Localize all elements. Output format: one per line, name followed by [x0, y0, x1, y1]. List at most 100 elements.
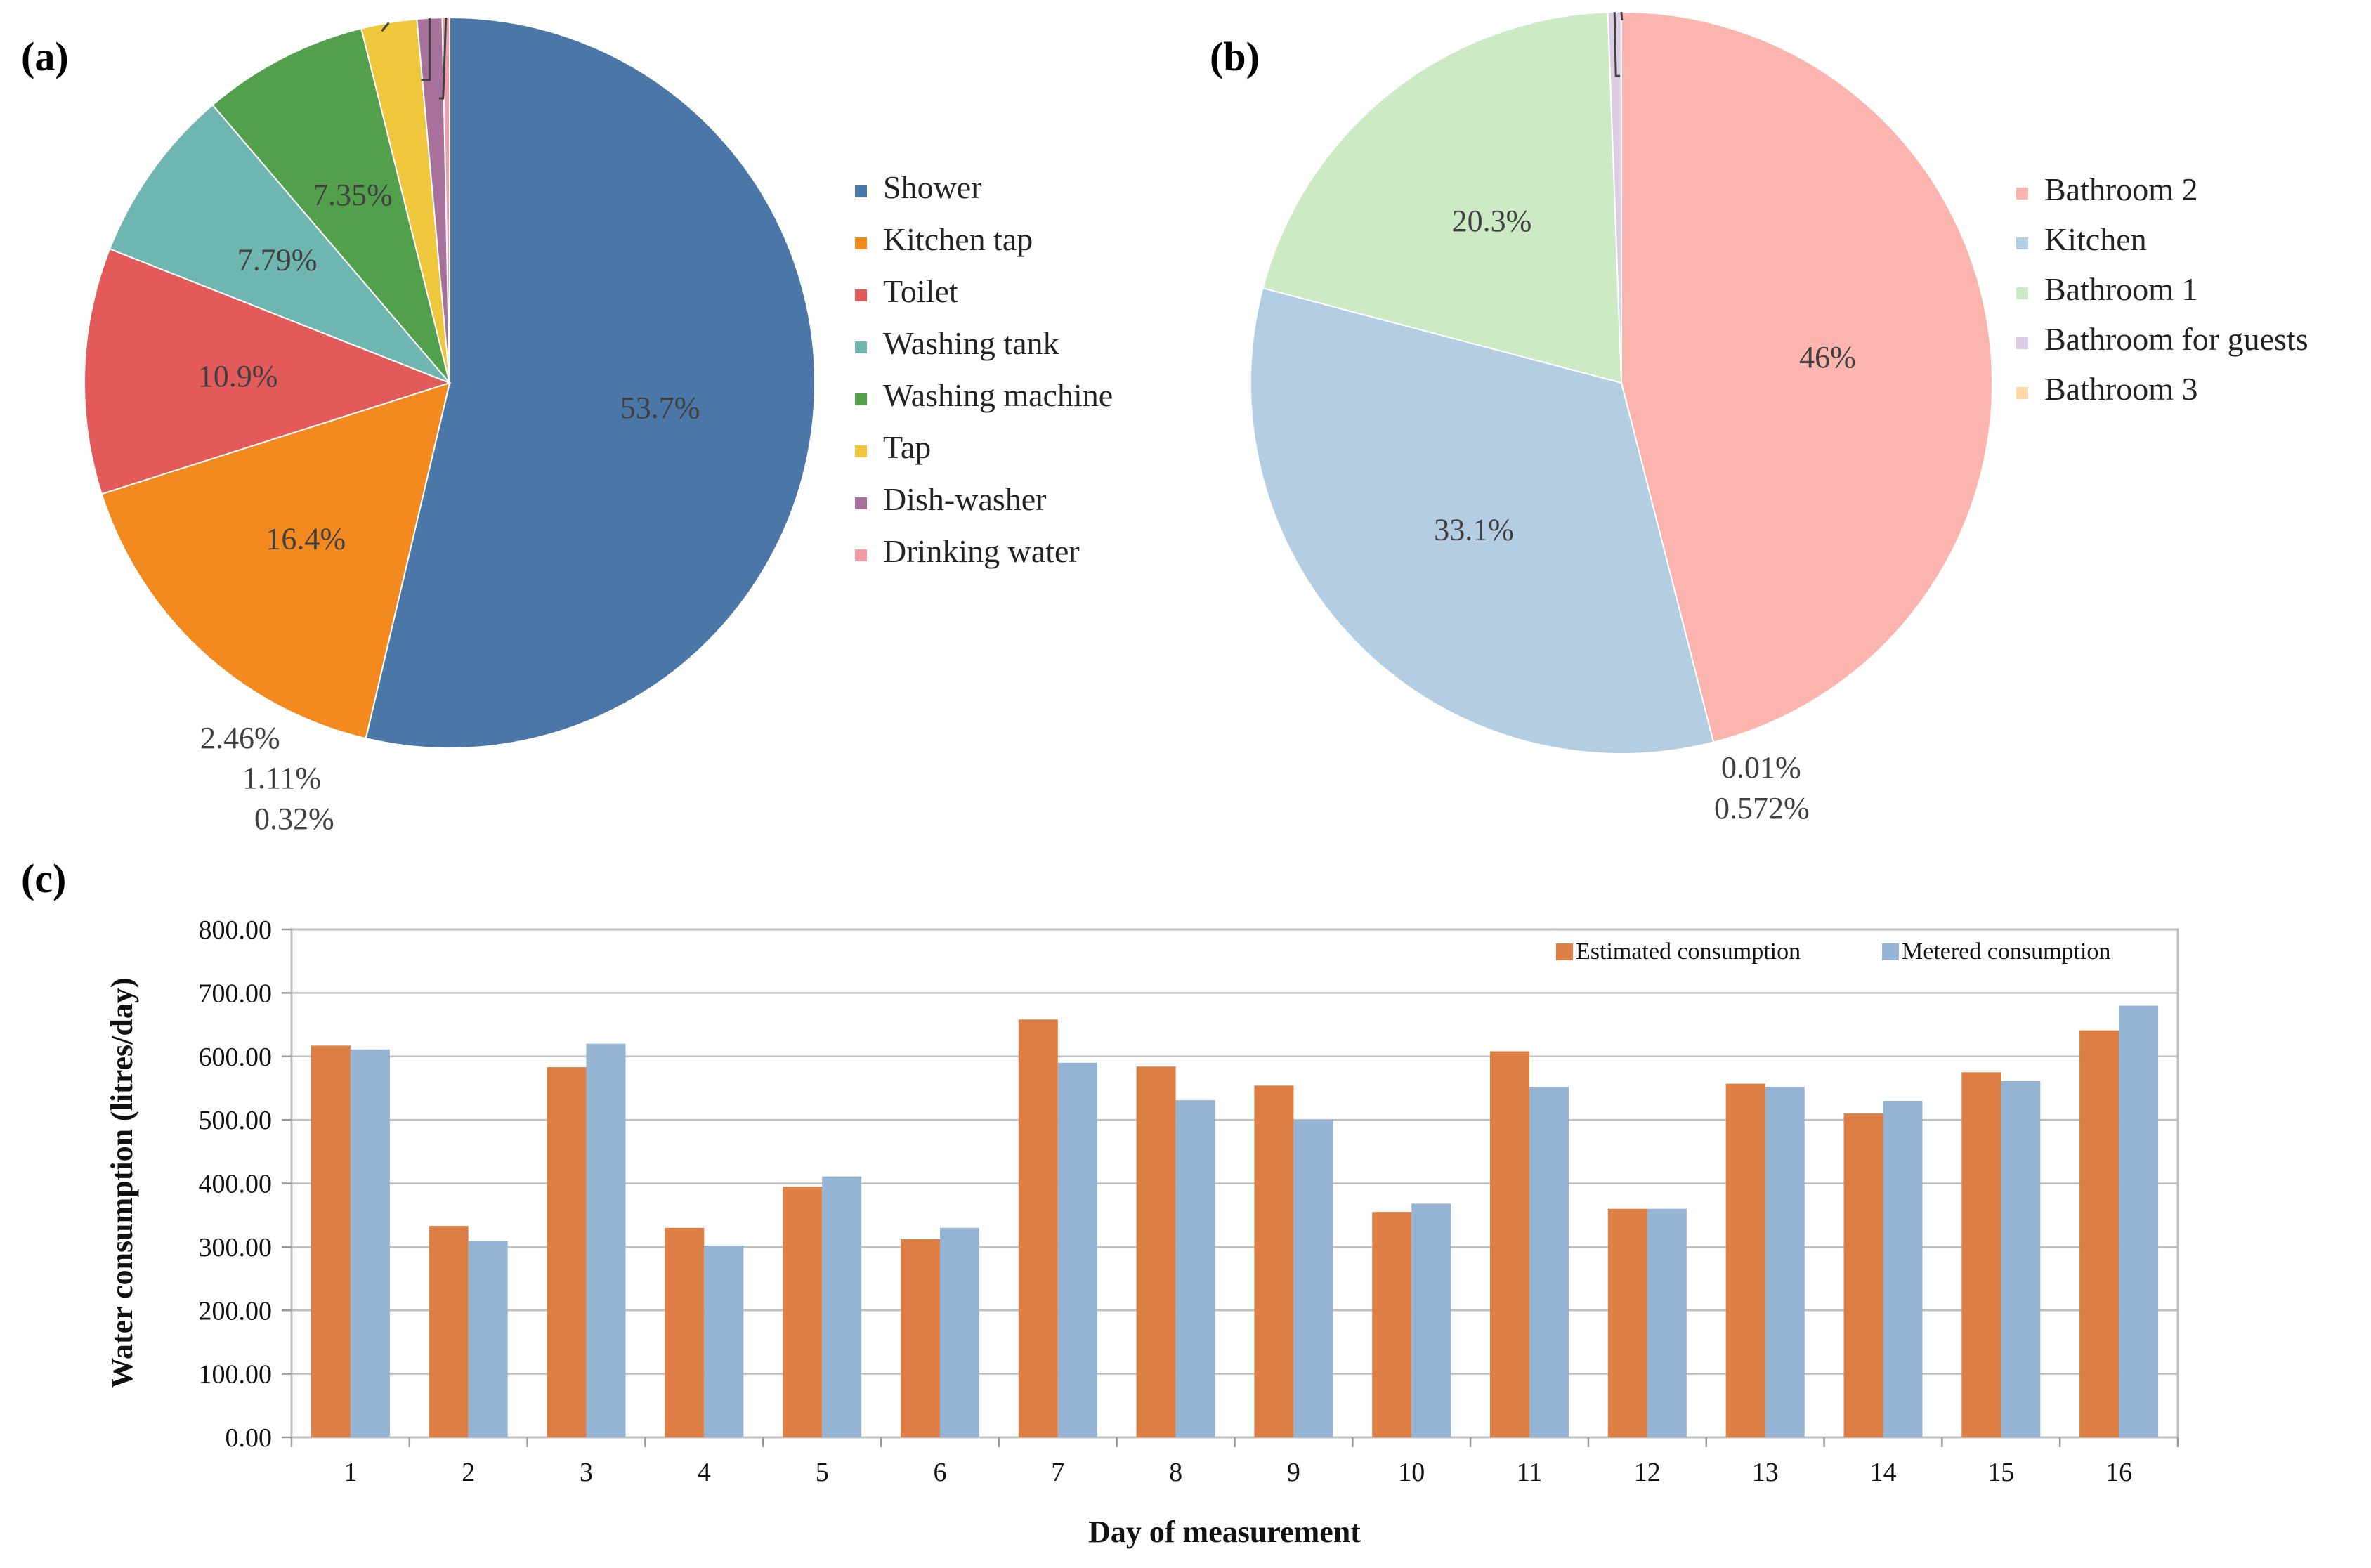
x-tick-label: 13 [1752, 1458, 1779, 1487]
pie-chart-b-labels: 46% 33.1% 20.3% 0.572% 0.01% [1434, 11, 1856, 825]
pie-chart-a-legend: Shower Kitchen tap Toilet Washing tank Washi… [855, 169, 1113, 569]
x-tick-label: 9 [1287, 1458, 1300, 1487]
pie-slice-bathroom-1 [1262, 11, 1623, 384]
bar-chart-legend: Estimated consumption Metered consumption [1556, 939, 2110, 965]
y-axis-title: Water consumption (litres/day) [105, 977, 139, 1388]
y-tick-label: 600.00 [199, 1043, 273, 1072]
legend-label-bathroom-for-guests: Bathroom for guests [2044, 321, 2308, 357]
slice-label-kitchen-tap: 16.4% [266, 521, 346, 556]
bar-metered-consumption-day-3 [586, 1043, 626, 1437]
slice-label-toilet: 10.9% [198, 359, 278, 393]
legend-label-estimated-consumption: Estimated consumption [1576, 939, 1801, 965]
bar-metered-consumption-day-6 [940, 1227, 979, 1437]
slice-label-bathroom-for-guests: 0.572% [1714, 791, 1810, 825]
legend-label-washing-tank: Washing tank [883, 325, 1059, 361]
x-tick-label: 12 [1634, 1458, 1661, 1487]
x-tick-label: 8 [1169, 1458, 1182, 1487]
bar-estimated-consumption-day-4 [665, 1227, 705, 1437]
legend-swatch-shower [855, 185, 867, 197]
slice-label-kitchen: 33.1% [1434, 512, 1514, 547]
bars [311, 1005, 2159, 1437]
legend-label-tap: Tap [883, 429, 931, 465]
legend-swatch-washing-tank [855, 341, 867, 353]
bar-estimated-consumption-day-6 [901, 1239, 940, 1437]
y-tick-labels: 0.00 100.00 200.00 300.00 400.00 500.00 600.00… [199, 915, 273, 1453]
legend-swatch-bathroom-for-guests [2016, 337, 2028, 349]
pie-chart-a [84, 16, 816, 749]
legend-label-kitchen-tap: Kitchen tap [883, 221, 1033, 257]
bar-estimated-consumption-day-1 [311, 1045, 351, 1437]
slice-label-tap: 2.46% [200, 721, 280, 755]
x-tick-label: 2 [462, 1458, 475, 1487]
y-tick-label: 300.00 [199, 1233, 273, 1262]
legend-swatch-bathroom-3 [2016, 387, 2028, 399]
legend-swatch-drinking-water [855, 549, 867, 561]
leader-line-tap [381, 22, 390, 32]
legend-label-washing-machine: Washing machine [883, 377, 1113, 413]
y-tick-label: 200.00 [199, 1296, 273, 1326]
bar-metered-consumption-day-4 [704, 1246, 744, 1437]
panel-label-c: (c) [21, 856, 66, 901]
bar-metered-consumption-day-5 [822, 1176, 862, 1437]
pie-slice-shower [365, 16, 816, 749]
bar-metered-consumption-day-8 [1175, 1100, 1215, 1437]
bar-estimated-consumption-day-5 [783, 1187, 823, 1437]
legend-label-metered-consumption: Metered consumption [1902, 939, 2110, 965]
bar-estimated-consumption-day-16 [2079, 1030, 2119, 1437]
bar-estimated-consumption-day-8 [1136, 1066, 1176, 1437]
pie-slice-kitchen-tap [100, 381, 451, 740]
legend-swatch-toilet [855, 289, 867, 301]
x-tick-label: 5 [816, 1458, 829, 1487]
pie-slice-toilet [84, 248, 452, 495]
bar-metered-consumption-day-2 [468, 1241, 508, 1437]
legend-label-shower: Shower [883, 169, 982, 205]
bar-estimated-consumption-day-9 [1254, 1085, 1294, 1437]
legend-swatch-kitchen-tap [855, 237, 867, 249]
bar-estimated-consumption-day-7 [1018, 1019, 1058, 1437]
legend-swatch-estimated-consumption [1556, 943, 1573, 960]
x-axis-title: Day of measurement [1088, 1515, 1361, 1549]
bar-metered-consumption-day-11 [1529, 1087, 1569, 1437]
bar-metered-consumption-day-16 [2119, 1005, 2159, 1437]
bar-metered-consumption-day-15 [2001, 1081, 2041, 1437]
legend-swatch-dish-washer [855, 497, 867, 509]
bar-metered-consumption-day-12 [1647, 1208, 1687, 1437]
bar-estimated-consumption-day-15 [1961, 1072, 2001, 1437]
leader-line-drinking-water [438, 17, 448, 100]
bar-metered-consumption-day-7 [1057, 1062, 1097, 1437]
y-tick-label: 100.00 [199, 1360, 273, 1390]
legend-swatch-bathroom-2 [2016, 188, 2028, 200]
legend-label-dish-washer: Dish-washer [883, 481, 1047, 517]
slice-label-washing-machine: 7.35% [313, 178, 393, 212]
slice-label-washing-tank: 7.79% [237, 243, 318, 277]
x-tick-labels: 1 2 3 4 5 6 7 8 9 10 11 12 13 14 15 16 [344, 1458, 2132, 1487]
bar-estimated-consumption-day-10 [1372, 1212, 1412, 1437]
slice-label-drinking-water: 0.32% [254, 802, 334, 836]
legend-swatch-bathroom-1 [2016, 287, 2028, 299]
x-tick-label: 3 [580, 1458, 593, 1487]
y-tick-label: 500.00 [199, 1106, 273, 1135]
legend-label-drinking-water: Drinking water [883, 533, 1080, 569]
x-tick-label: 7 [1051, 1458, 1064, 1487]
leader-line-bathroom-3 [1620, 11, 1624, 21]
y-tick-label: 0.00 [226, 1423, 273, 1453]
x-tick-label: 10 [1398, 1458, 1425, 1487]
legend-label-bathroom-3: Bathroom 3 [2044, 371, 2197, 407]
leader-line-bathroom-for-guests [1613, 12, 1621, 77]
slice-label-bathroom-3: 0.01% [1721, 750, 1801, 785]
y-tick-label: 700.00 [199, 979, 273, 1008]
x-tick-label: 16 [2105, 1458, 2132, 1487]
pie-slice-kitchen [1250, 287, 1715, 755]
bar-estimated-consumption-day-3 [547, 1067, 587, 1437]
pie-slice-washing-machine [211, 27, 450, 384]
slice-label-bathroom-1: 20.3% [1452, 204, 1532, 238]
panel-label-b: (b) [1210, 34, 1260, 79]
bar-metered-consumption-day-10 [1411, 1203, 1451, 1437]
slice-label-shower: 53.7% [620, 391, 700, 425]
legend-label-bathroom-1: Bathroom 1 [2044, 271, 2197, 307]
y-tick-label: 800.00 [199, 915, 273, 945]
x-tick-label: 15 [1987, 1458, 2014, 1487]
pie-chart-b [1250, 11, 1993, 755]
pie-slice-washing-tank [108, 103, 450, 384]
